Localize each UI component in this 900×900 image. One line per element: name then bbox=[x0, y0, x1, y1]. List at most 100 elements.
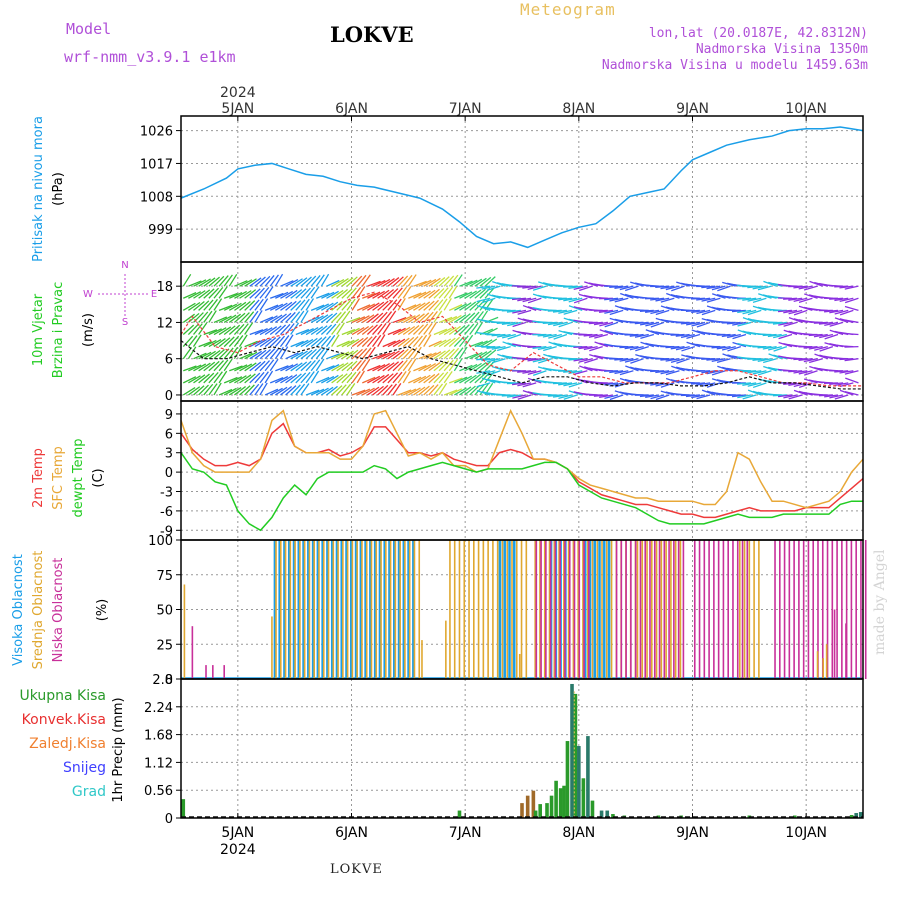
wind-barb bbox=[418, 334, 428, 347]
wind-barb bbox=[407, 336, 419, 348]
wind-barb bbox=[182, 346, 193, 360]
wind-barb bbox=[614, 358, 629, 361]
wind-barb bbox=[579, 365, 593, 372]
wind-barb bbox=[443, 389, 458, 396]
wind-barb bbox=[218, 304, 233, 311]
wind-barb bbox=[726, 333, 741, 339]
y-tick-label: 2.24 bbox=[144, 701, 173, 716]
wind-barb bbox=[665, 358, 680, 362]
wind-barb bbox=[803, 345, 818, 349]
wind-barb bbox=[233, 323, 245, 335]
wind-barb bbox=[522, 285, 537, 289]
wind-barb bbox=[783, 309, 798, 314]
compass-north-label: N bbox=[121, 260, 128, 271]
wind-barb bbox=[218, 275, 229, 287]
bottom-year-label: 2024 bbox=[220, 842, 256, 858]
wind-barb bbox=[527, 297, 542, 304]
bottom-date-label: 7JAN bbox=[449, 825, 482, 841]
precip-bar bbox=[181, 799, 186, 818]
wind-barb bbox=[428, 288, 440, 299]
wind-barb bbox=[527, 285, 542, 290]
wind-barb bbox=[464, 374, 477, 384]
wind-barb bbox=[517, 370, 532, 373]
y-tick-label: 0.56 bbox=[144, 784, 173, 799]
wind-barb bbox=[747, 370, 762, 374]
wind-barb bbox=[275, 365, 289, 372]
wind-barb bbox=[813, 333, 828, 338]
wind-barb bbox=[259, 275, 271, 287]
precip-bar bbox=[520, 803, 524, 818]
wind-barb bbox=[464, 290, 477, 299]
wind-barb bbox=[418, 323, 429, 335]
wind-barb bbox=[259, 316, 274, 324]
wind-barb bbox=[331, 363, 345, 372]
wind-barb bbox=[213, 275, 225, 287]
wind-barb bbox=[448, 314, 462, 323]
wind-barb bbox=[635, 345, 649, 352]
precip-bar bbox=[858, 812, 863, 818]
wind-barb bbox=[479, 383, 489, 396]
wind-barb bbox=[280, 280, 294, 287]
wind-barb bbox=[464, 279, 478, 287]
wind-barb bbox=[407, 274, 417, 287]
wind-barb bbox=[356, 370, 365, 384]
wind-barb bbox=[188, 364, 202, 372]
wind-barb bbox=[829, 321, 844, 327]
wind-barb bbox=[316, 292, 330, 299]
wind-barb bbox=[474, 362, 487, 372]
wind-barb bbox=[413, 302, 426, 311]
wind-barb bbox=[321, 375, 335, 384]
wind-barb bbox=[264, 304, 279, 311]
wind-barb bbox=[259, 360, 271, 372]
wind-barb bbox=[387, 361, 400, 372]
wind-barb bbox=[583, 345, 598, 351]
wind-barb bbox=[239, 323, 249, 335]
wind-barb bbox=[469, 341, 484, 348]
wind-barb bbox=[285, 311, 296, 323]
wind-barb bbox=[182, 313, 195, 323]
wind-barb bbox=[593, 309, 608, 312]
wind-barb bbox=[239, 279, 253, 287]
y-tick-label: 0 bbox=[165, 389, 173, 404]
wind-barb bbox=[305, 337, 318, 348]
wind-barb bbox=[372, 364, 386, 372]
wind-barb bbox=[372, 312, 384, 323]
wind-barb bbox=[213, 371, 223, 384]
wind-barb bbox=[193, 279, 207, 287]
wind-barb bbox=[223, 377, 238, 384]
wind-barb bbox=[742, 297, 757, 301]
wind-barb bbox=[829, 394, 844, 399]
wind-barb bbox=[732, 321, 747, 326]
wind-barb bbox=[412, 346, 422, 360]
wind-barb bbox=[198, 384, 209, 396]
wind-barb bbox=[305, 275, 317, 287]
precip-bar bbox=[599, 810, 604, 818]
wind-barb bbox=[568, 358, 583, 361]
wind-barb bbox=[690, 382, 706, 385]
wind-barb bbox=[553, 321, 568, 327]
wind-barb bbox=[506, 382, 521, 385]
wind-barb bbox=[397, 337, 410, 348]
wind-barb bbox=[203, 329, 218, 336]
wind-barb bbox=[640, 333, 655, 340]
top-date-label: 8JAN bbox=[562, 101, 595, 117]
wind-barb bbox=[731, 309, 746, 313]
wind-barb bbox=[604, 309, 619, 314]
wind-barb bbox=[573, 285, 588, 290]
wind-barb bbox=[269, 387, 283, 396]
wind-barb bbox=[259, 298, 269, 311]
wind-barb bbox=[454, 387, 467, 396]
y-tick-label: 9 bbox=[165, 408, 173, 423]
wind-barb bbox=[320, 324, 333, 335]
wind-barb bbox=[413, 280, 427, 287]
wind-barb bbox=[479, 276, 492, 287]
wind-barb bbox=[377, 289, 390, 299]
wind-barb bbox=[208, 287, 220, 299]
wind-barb bbox=[341, 277, 354, 287]
precip-bar bbox=[573, 693, 578, 818]
wind-barb bbox=[732, 341, 747, 348]
wind-barb bbox=[367, 302, 380, 311]
wind-barb bbox=[377, 352, 391, 360]
wind-barb bbox=[793, 382, 808, 388]
wind-barb bbox=[300, 371, 311, 384]
